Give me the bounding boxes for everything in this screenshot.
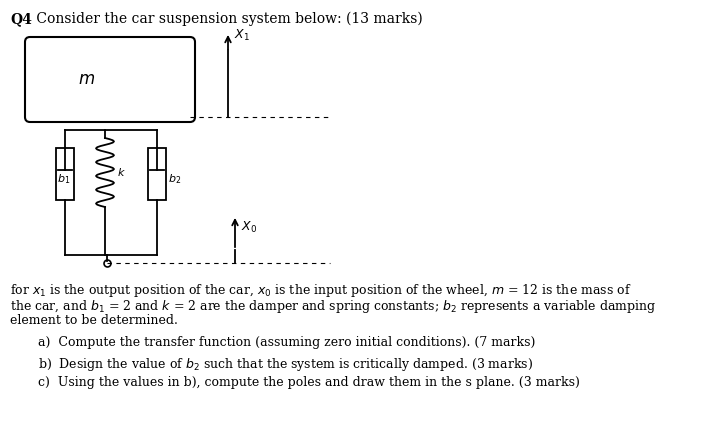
Text: element to be determined.: element to be determined. — [10, 314, 178, 327]
Text: a)  Compute the transfer function (assuming zero initial conditions). (7 marks): a) Compute the transfer function (assumi… — [38, 336, 536, 349]
Bar — [148, 148, 166, 200]
Bar — [56, 148, 74, 200]
Text: Consider the car suspension system below: (13 marks): Consider the car suspension system below… — [32, 12, 423, 27]
Text: $m$: $m$ — [78, 71, 95, 88]
Text: b)  Design the value of $b_2$ such that the system is critically damped. (3 mark: b) Design the value of $b_2$ such that t… — [38, 356, 533, 373]
Text: $X_1$: $X_1$ — [234, 28, 250, 43]
Text: $b_2$: $b_2$ — [168, 172, 181, 186]
Text: $X_0$: $X_0$ — [241, 220, 257, 235]
FancyBboxPatch shape — [25, 37, 195, 122]
Text: Q4: Q4 — [10, 12, 32, 26]
Text: $b_1$: $b_1$ — [57, 172, 70, 186]
Text: $k$: $k$ — [117, 166, 126, 178]
Text: the car, and $b_1$ = 2 and $k$ = 2 are the damper and spring constants; $b_2$ re: the car, and $b_1$ = 2 and $k$ = 2 are t… — [10, 298, 656, 315]
Text: c)  Using the values in b), compute the poles and draw them in the s plane. (3 m: c) Using the values in b), compute the p… — [38, 376, 580, 389]
Text: for $x_1$ is the output position of the car, $x_0$ is the input position of the : for $x_1$ is the output position of the … — [10, 282, 631, 299]
